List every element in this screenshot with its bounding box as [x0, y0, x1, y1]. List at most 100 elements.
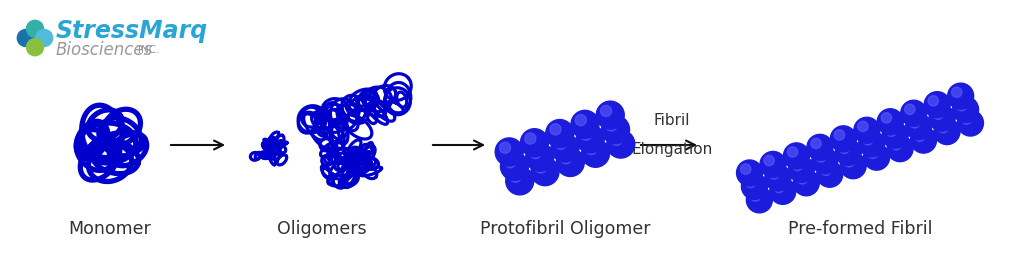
Circle shape: [575, 115, 587, 126]
Circle shape: [956, 101, 967, 111]
Circle shape: [505, 157, 516, 168]
Circle shape: [560, 153, 571, 164]
Circle shape: [36, 30, 52, 46]
Circle shape: [556, 148, 585, 176]
Circle shape: [886, 126, 896, 136]
Text: INC.: INC.: [138, 45, 160, 55]
Circle shape: [546, 120, 573, 148]
Circle shape: [783, 143, 810, 169]
Circle shape: [770, 178, 796, 204]
Circle shape: [751, 191, 761, 201]
Circle shape: [536, 162, 547, 173]
Circle shape: [500, 142, 511, 153]
Circle shape: [811, 138, 821, 149]
Circle shape: [586, 143, 597, 155]
Circle shape: [601, 116, 630, 144]
Circle shape: [596, 101, 625, 129]
Circle shape: [962, 114, 972, 124]
Circle shape: [774, 182, 784, 193]
Text: Biosciences: Biosciences: [55, 41, 153, 59]
Circle shape: [764, 155, 774, 166]
Circle shape: [745, 177, 756, 188]
Circle shape: [840, 153, 866, 179]
Circle shape: [788, 156, 814, 182]
Circle shape: [836, 139, 861, 165]
Circle shape: [581, 129, 592, 140]
Circle shape: [760, 152, 786, 177]
Circle shape: [947, 83, 974, 109]
Circle shape: [506, 167, 534, 195]
Circle shape: [904, 104, 915, 115]
Circle shape: [530, 147, 541, 159]
Circle shape: [817, 161, 843, 187]
Text: Fibril: Fibril: [653, 113, 690, 128]
Circle shape: [830, 126, 856, 152]
Circle shape: [859, 131, 885, 157]
Circle shape: [928, 96, 939, 106]
Circle shape: [933, 109, 943, 119]
Circle shape: [524, 133, 536, 144]
Circle shape: [854, 117, 880, 143]
Text: Monomer: Monomer: [69, 220, 152, 238]
Circle shape: [938, 122, 948, 133]
Circle shape: [844, 157, 854, 167]
Circle shape: [520, 129, 549, 157]
Circle shape: [878, 109, 903, 135]
Text: Protofibril Oligomer: Protofibril Oligomer: [480, 220, 650, 238]
Circle shape: [891, 140, 901, 150]
Circle shape: [858, 121, 868, 131]
Circle shape: [550, 124, 561, 135]
Circle shape: [27, 39, 43, 56]
Circle shape: [840, 143, 850, 154]
Circle shape: [951, 87, 962, 97]
Circle shape: [736, 160, 763, 186]
Circle shape: [525, 143, 554, 171]
Circle shape: [607, 130, 635, 158]
Circle shape: [531, 158, 559, 186]
Text: StressMarq: StressMarq: [55, 19, 208, 43]
Circle shape: [905, 114, 932, 140]
Circle shape: [787, 147, 798, 157]
Circle shape: [914, 131, 925, 142]
Circle shape: [901, 100, 927, 126]
Text: Elongation: Elongation: [632, 142, 713, 157]
Circle shape: [746, 187, 772, 213]
Circle shape: [606, 120, 616, 131]
Circle shape: [883, 122, 908, 148]
Circle shape: [769, 169, 779, 179]
Circle shape: [863, 144, 890, 170]
Circle shape: [816, 152, 826, 162]
Circle shape: [551, 134, 579, 162]
Circle shape: [925, 92, 950, 118]
Circle shape: [862, 135, 873, 145]
Circle shape: [17, 30, 35, 46]
Circle shape: [765, 165, 791, 191]
Circle shape: [741, 173, 767, 199]
Circle shape: [910, 127, 937, 153]
Circle shape: [501, 152, 528, 180]
Circle shape: [835, 130, 845, 140]
Circle shape: [934, 119, 959, 145]
Circle shape: [510, 171, 521, 182]
Circle shape: [740, 164, 751, 174]
Circle shape: [807, 134, 833, 160]
Circle shape: [571, 110, 599, 138]
Circle shape: [582, 139, 609, 167]
Text: Pre-formed Fibril: Pre-formed Fibril: [787, 220, 932, 238]
Circle shape: [929, 105, 955, 131]
Circle shape: [794, 170, 819, 196]
Circle shape: [611, 134, 623, 145]
Circle shape: [27, 20, 43, 37]
Text: Oligomers: Oligomers: [278, 220, 367, 238]
Circle shape: [797, 174, 808, 184]
Circle shape: [887, 136, 913, 162]
Circle shape: [600, 105, 611, 116]
Circle shape: [812, 148, 838, 174]
Circle shape: [555, 138, 566, 149]
Circle shape: [952, 97, 979, 122]
Circle shape: [957, 110, 983, 136]
Circle shape: [496, 138, 523, 166]
Circle shape: [882, 113, 892, 123]
Circle shape: [909, 117, 920, 128]
Circle shape: [820, 165, 831, 176]
